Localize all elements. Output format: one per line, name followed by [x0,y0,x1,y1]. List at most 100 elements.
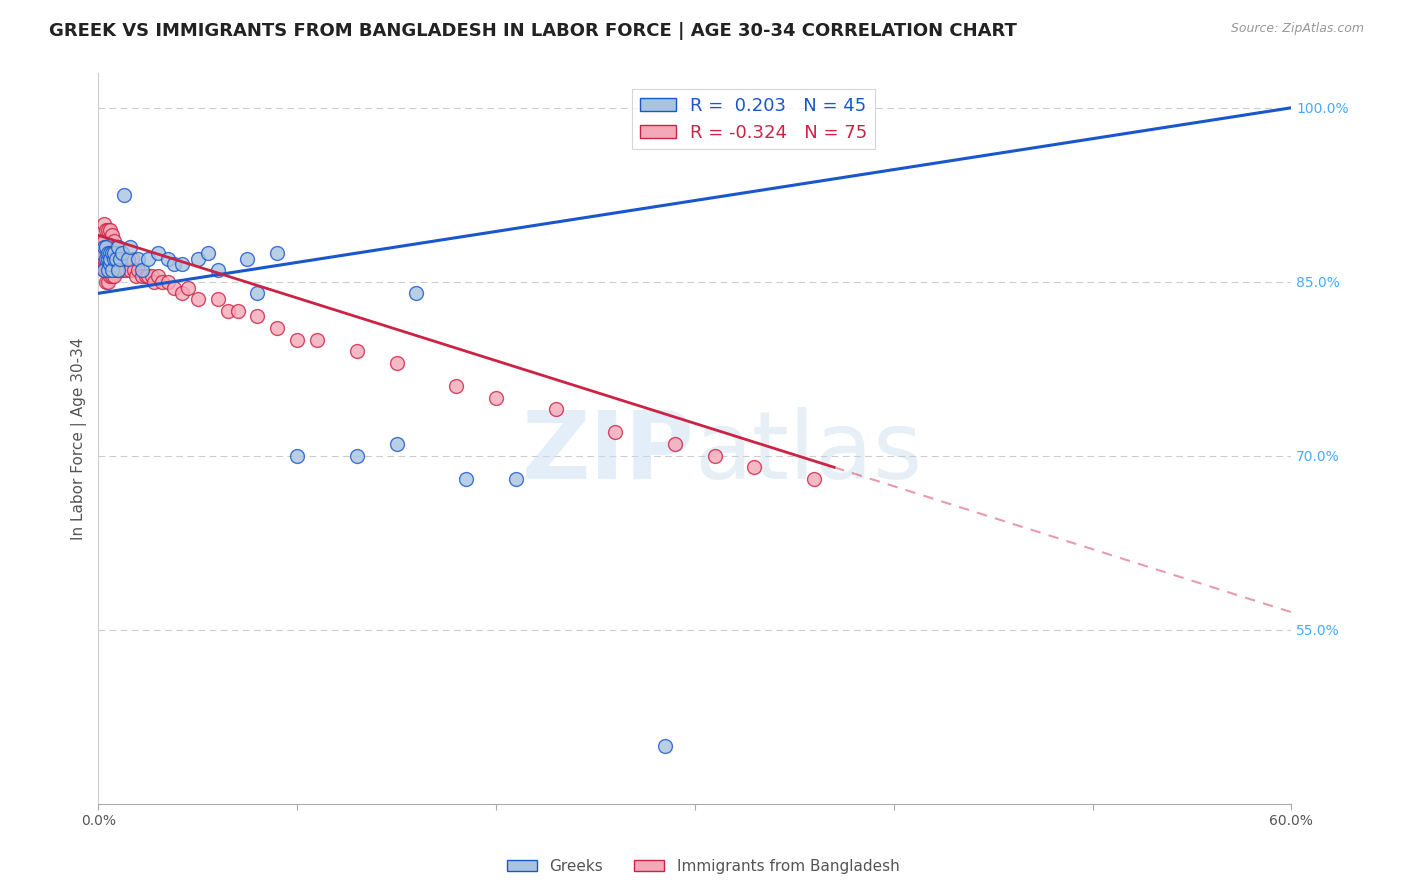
Point [98,240,121,254]
Point [121,252,143,266]
Point [103,245,125,260]
Point [156,252,179,266]
Point [93,263,115,277]
Point [91,252,114,266]
Point [111,245,134,260]
Point [97,263,120,277]
Point [131,268,153,283]
Point [136,252,159,266]
Text: GREEK VS IMMIGRANTS FROM BANGLADESH IN LABOR FORCE | AGE 30-34 CORRELATION CHART: GREEK VS IMMIGRANTS FROM BANGLADESH IN L… [49,22,1017,40]
Point [197,245,219,260]
Point [207,263,229,277]
Point [97,222,120,236]
Point [96,240,118,254]
Point [105,252,128,266]
Point [111,245,134,260]
Point [217,303,239,318]
Point [107,252,129,266]
Point [93,263,115,277]
Point [150,275,173,289]
Point [97,275,120,289]
Point [103,234,125,248]
Y-axis label: In Labor Force | Age 30-34: In Labor Force | Age 30-34 [72,337,87,540]
Point [110,245,132,260]
Point [285,333,308,347]
Point [385,437,408,451]
Point [101,263,124,277]
Point [664,437,686,451]
Point [346,344,368,359]
Point [105,252,128,266]
Point [107,240,129,254]
Point [97,252,120,266]
Point [505,472,527,486]
Point [170,257,193,271]
Point [96,263,118,277]
Point [307,333,329,347]
Point [127,252,149,266]
Point [96,252,118,266]
Point [98,245,121,260]
Point [112,252,135,266]
Point [127,263,149,277]
Point [170,286,193,301]
Point [544,402,567,417]
Point [101,268,124,283]
Point [187,292,209,306]
Point [135,268,157,283]
Point [654,739,676,753]
Point [285,449,308,463]
Point [346,449,368,463]
Point [131,263,153,277]
Point [93,234,115,248]
Point [91,245,114,260]
Point [105,240,128,254]
Point [96,275,118,289]
Point [125,268,148,283]
Point [103,252,125,266]
Point [98,257,121,271]
Point [226,303,249,318]
Point [103,257,125,271]
Point [115,263,138,277]
Point [156,275,179,289]
Point [98,257,121,271]
Point [143,275,166,289]
Point [98,268,121,283]
Point [93,252,115,266]
Point [120,240,142,254]
Point [207,292,229,306]
Point [177,280,200,294]
Point [101,257,124,271]
Point [236,252,259,266]
Point [98,252,121,266]
Point [120,263,142,277]
Point [163,257,186,271]
Point [107,240,129,254]
Point [98,252,121,266]
Point [117,252,139,266]
Text: ZIP: ZIP [522,407,695,499]
Point [744,460,766,475]
Point [107,263,129,277]
Point [141,268,163,283]
Point [97,252,120,266]
Point [246,310,269,324]
Point [146,245,169,260]
Point [101,228,124,243]
Text: Source: ZipAtlas.com: Source: ZipAtlas.com [1230,22,1364,36]
Point [93,217,115,231]
Point [605,425,627,440]
Point [266,245,288,260]
Point [110,252,132,266]
Point [122,263,145,277]
Legend: Greeks, Immigrants from Bangladesh: Greeks, Immigrants from Bangladesh [501,853,905,880]
Point [146,268,169,283]
Point [111,263,134,277]
Point [187,252,209,266]
Point [485,391,508,405]
Point [103,245,125,260]
Point [110,263,132,277]
Point [246,286,269,301]
Point [105,263,128,277]
